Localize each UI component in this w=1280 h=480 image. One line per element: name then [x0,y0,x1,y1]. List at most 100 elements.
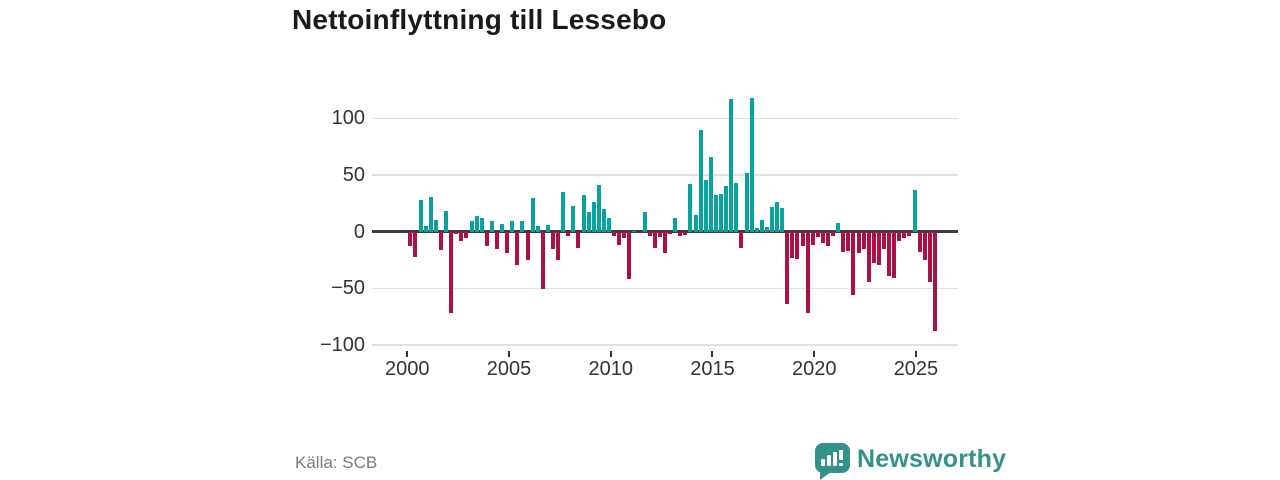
bar-negative [668,231,673,234]
bar-negative [785,231,790,305]
badge-exclamation-icon [839,450,843,460]
bar-positive [444,211,449,232]
bar-positive [586,212,591,232]
badge-exclamation-dot-icon [839,463,843,466]
bar-positive [754,228,759,232]
bar-positive [428,196,433,232]
bar-negative [438,231,443,250]
bar-negative [866,231,871,282]
bar-negative [449,231,454,314]
bar-positive [734,182,739,232]
x-axis-label: 2015 [690,358,735,380]
y-axis-label: −100 [319,334,365,357]
bar-negative [882,231,886,249]
badge-chart-bar-icon [827,455,831,466]
x-axis-tick [711,351,714,357]
bar-negative [515,231,520,265]
bar-negative [800,231,805,247]
x-axis-label: 2010 [588,358,634,380]
bar-negative [505,231,510,254]
bar-positive [713,195,718,232]
y-axis-label: 0 [353,220,365,243]
gridline [372,287,958,290]
bar-negative [556,231,561,261]
bar-positive [535,226,540,232]
x-axis-label: 2000 [385,358,430,380]
bar-negative [454,231,459,234]
bar-positive [836,222,841,232]
bar-positive [433,220,438,232]
bar-positive [764,227,769,232]
bar-negative [647,231,652,237]
bar-positive [601,209,606,232]
gridline [372,174,958,176]
bar-negative [790,231,795,258]
x-axis-label: 2005 [486,358,532,380]
bar-positive [607,218,611,232]
bar-negative [663,231,668,254]
x-axis-tick [914,351,917,357]
x-axis-tick [406,351,409,357]
bar-negative [871,231,876,264]
bar-positive [423,226,428,232]
gridline [372,117,958,120]
bar-positive [591,202,596,232]
bar-negative [494,231,499,249]
x-axis-label: 2020 [791,358,837,380]
y-axis-label: −50 [331,277,365,300]
bar-negative [657,231,662,238]
bar-negative [795,231,800,259]
bar-positive [530,197,535,232]
bar-negative [831,231,836,237]
bar-negative [484,231,489,247]
badge-chart-bar-icon [821,459,825,466]
bar-negative [861,231,866,249]
bar-negative [637,231,642,233]
bar-positive [693,214,698,232]
bar-negative [627,231,632,280]
bar-negative [540,231,545,290]
bar-positive [780,207,785,232]
bar-positive [510,221,515,232]
bar-positive [469,221,474,232]
bar-negative [617,231,622,246]
bar-negative [876,231,881,265]
bar-positive [545,224,550,232]
bar-negative [413,231,418,257]
bar-positive [500,223,505,232]
bar-negative [917,231,922,253]
bar-negative [408,231,413,247]
bar-positive [520,221,525,232]
bar-positive [479,218,484,232]
bar-positive [489,221,494,232]
bar-negative [652,231,657,248]
bar-positive [769,206,774,232]
bar-positive [688,184,693,232]
bar-negative [902,231,907,239]
bar-positive [703,179,708,232]
bar-positive [775,202,780,232]
bar-positive [749,97,754,232]
bar-negative [897,231,902,241]
bar-negative [739,231,744,248]
bar-negative [856,231,861,254]
bar-positive [912,189,917,232]
bar-negative [815,231,820,238]
bar-negative [550,231,555,249]
bar-negative [683,231,688,236]
bar-negative [851,231,856,296]
bar-positive [719,194,724,232]
source-note: Källa: SCB [295,453,378,472]
y-axis-label: 100 [331,107,365,130]
bar-negative [907,231,912,237]
bar-negative [922,231,927,261]
bar-positive [474,215,479,232]
bar-negative [612,231,617,237]
bar-positive [698,129,703,232]
bar-negative [576,231,581,248]
brand-name: Newsworthy [857,445,1007,473]
bar-positive [596,185,601,232]
bar-negative [678,231,683,237]
bar-negative [927,231,932,282]
